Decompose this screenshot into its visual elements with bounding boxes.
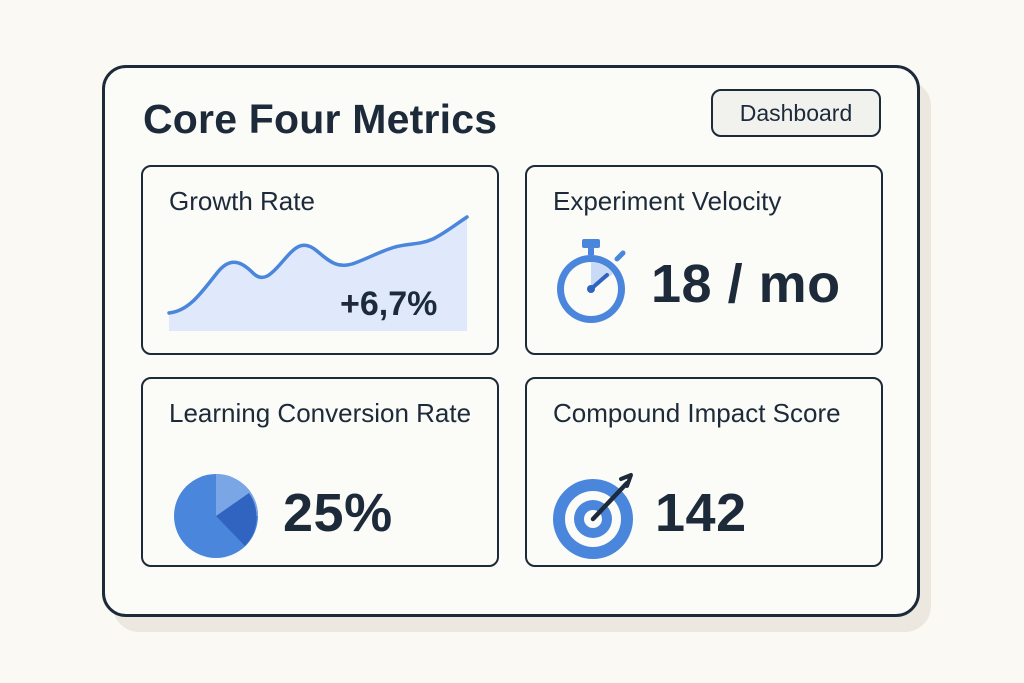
learning-conversion-rate-card[interactable]: Learning Conversion Rate 25% <box>141 377 499 567</box>
growth-chart-line <box>167 215 469 315</box>
learning-conversion-rate-value: 25% <box>283 483 393 543</box>
growth-rate-card[interactable]: Growth Rate +6,7% <box>141 165 499 355</box>
metrics-panel: Core Four Metrics Dashboard Growth Rate … <box>102 65 920 617</box>
target-icon <box>553 473 633 559</box>
experiment-velocity-card[interactable]: Experiment Velocity 18 / mo <box>525 165 883 355</box>
compound-impact-score-card[interactable]: Compound Impact Score 142 <box>525 377 883 567</box>
experiment-velocity-value: 18 / mo <box>651 254 841 314</box>
compound-impact-score-label: Compound Impact Score <box>553 398 841 428</box>
experiment-velocity-label: Experiment Velocity <box>553 186 782 216</box>
page-title: Core Four Metrics <box>143 96 498 142</box>
compound-impact-score-value: 142 <box>655 483 747 543</box>
learning-conversion-rate-label: Learning Conversion Rate <box>169 398 472 428</box>
pie-chart-icon <box>174 474 258 558</box>
growth-rate-label: Growth Rate <box>169 186 315 216</box>
dashboard-button[interactable]: Dashboard <box>711 89 881 137</box>
growth-rate-value: +6,7% <box>340 285 438 323</box>
line-chart-icon <box>167 215 469 331</box>
growth-chart-area <box>169 217 467 331</box>
stopwatch-icon <box>557 239 626 323</box>
